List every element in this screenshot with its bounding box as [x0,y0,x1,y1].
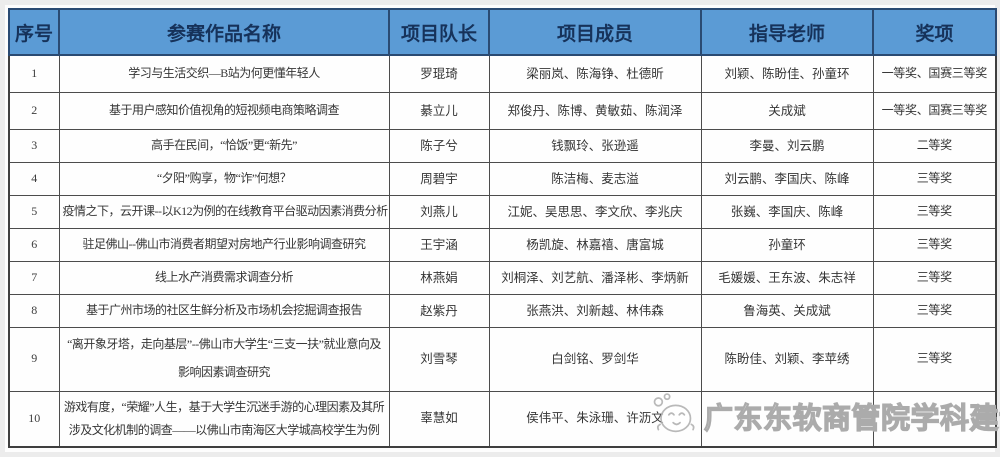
table-row: 2 基于用户感知价值视角的短视频电商策略调查 綦立儿 郑俊丹、陈博、黄敏茹、陈润… [8,91,997,130]
cell-title: “离开象牙塔，走向基层”--佛山市大学生“三支一扶”就业意向及影响因素调查研究 [58,326,390,392]
awards-table: 序号 参赛作品名称 项目队长 项目成员 指导老师 奖项 1 学习与生活交织—B站… [8,8,997,448]
column-header-award: 奖项 [872,8,997,56]
cell-no: 1 [8,54,60,93]
cell-title: 游戏有度，“荣耀”人生，基于大学生沉迷手游的心理因素及其所涉及文化机制的调查——… [58,390,390,448]
cell-award: 一等奖、国赛三等奖 [872,91,997,130]
cell-title: 基于广州市场的社区生鲜分析及市场机会挖掘调查报告 [58,293,390,328]
cell-title: 线上水产消费需求调查分析 [58,260,390,295]
cell-award: 三等奖 [872,293,997,328]
cell-title: 驻足佛山--佛山市消费者期望对房地产行业影响调查研究 [58,227,390,262]
cell-no: 5 [8,194,60,229]
table-row: 9 “离开象牙塔，走向基层”--佛山市大学生“三支一扶”就业意向及影响因素调查研… [8,326,997,392]
cell-leader: 周碧宇 [388,161,490,196]
cell-no: 10 [8,390,60,448]
cell-members: 郑俊丹、陈博、黄敏茹、陈润泽 [488,91,702,130]
cell-members: 杨凯旋、林嘉禧、唐富城 [488,227,702,262]
cell-award [872,390,997,448]
table-row: 5 疫情之下，云开课--以K12为例的在线教育平台驱动因素消费分析 刘燕儿 江妮… [8,194,997,229]
column-header-no: 序号 [8,8,60,56]
cell-title: 学习与生活交织—B站为何更懂年轻人 [58,54,390,93]
cell-members: 侯伟平、朱泳珊、许沥文 [488,390,702,448]
cell-award: 三等奖 [872,194,997,229]
cell-leader: 王宇涵 [388,227,490,262]
cell-award: 一等奖、国赛三等奖 [872,54,997,93]
table-row: 4 “夕阳”购享，物“诈”何想？ 周碧宇 陈洁梅、麦志溢 刘云鹏、李国庆、陈峰 … [8,161,997,196]
cell-leader: 赵紫丹 [388,293,490,328]
column-header-title: 参赛作品名称 [58,8,390,56]
awards-table-container: 序号 参赛作品名称 项目队长 项目成员 指导老师 奖项 1 学习与生活交织—B站… [8,8,997,448]
cell-members: 白剑铭、罗剑华 [488,326,702,392]
cell-no: 4 [8,161,60,196]
cell-leader: 陈子兮 [388,128,490,163]
cell-no: 7 [8,260,60,295]
cell-leader: 綦立儿 [388,91,490,130]
cell-title: 疫情之下，云开课--以K12为例的在线教育平台驱动因素消费分析 [58,194,390,229]
cell-no: 9 [8,326,60,392]
cell-title: 高手在民间，“恰饭”更“新先” [58,128,390,163]
cell-members: 江妮、吴思思、李文欣、李兆庆 [488,194,702,229]
cell-award: 三等奖 [872,161,997,196]
cell-advisors: 关成斌 [700,91,874,130]
cell-leader: 刘雪琴 [388,326,490,392]
cell-members: 陈洁梅、麦志溢 [488,161,702,196]
cell-leader: 刘燕儿 [388,194,490,229]
cell-award: 三等奖 [872,326,997,392]
cell-advisors: 刘颖、陈盼佳、孙童环 [700,54,874,93]
cell-members: 张燕洪、刘新越、林伟森 [488,293,702,328]
table-row: 6 驻足佛山--佛山市消费者期望对房地产行业影响调查研究 王宇涵 杨凯旋、林嘉禧… [8,227,997,262]
cell-title: “夕阳”购享，物“诈”何想？ [58,161,390,196]
cell-advisors [700,390,874,448]
table-row: 3 高手在民间，“恰饭”更“新先” 陈子兮 钱飘玲、张逊遥 李曼、刘云鹏 二等奖 [8,128,997,163]
cell-no: 2 [8,91,60,130]
cell-advisors: 陈盼佳、刘颖、李苹绣 [700,326,874,392]
cell-leader: 罗琨琦 [388,54,490,93]
cell-award: 三等奖 [872,227,997,262]
cell-title: 基于用户感知价值视角的短视频电商策略调查 [58,91,390,130]
cell-award: 二等奖 [872,128,997,163]
cell-leader: 辜慧如 [388,390,490,448]
cell-members: 钱飘玲、张逊遥 [488,128,702,163]
column-header-advisors: 指导老师 [700,8,874,56]
column-header-members: 项目成员 [488,8,702,56]
cell-advisors: 李曼、刘云鹏 [700,128,874,163]
table-row: 1 学习与生活交织—B站为何更懂年轻人 罗琨琦 梁丽岚、陈海铮、杜德昕 刘颖、陈… [8,54,997,93]
cell-no: 3 [8,128,60,163]
cell-no: 8 [8,293,60,328]
cell-members: 梁丽岚、陈海铮、杜德昕 [488,54,702,93]
header-row: 序号 参赛作品名称 项目队长 项目成员 指导老师 奖项 [8,8,997,56]
cell-award: 三等奖 [872,260,997,295]
column-header-leader: 项目队长 [388,8,490,56]
cell-no: 6 [8,227,60,262]
cell-advisors: 鲁海英、关成斌 [700,293,874,328]
cell-advisors: 刘云鹏、李国庆、陈峰 [700,161,874,196]
cell-advisors: 张巍、李国庆、陈峰 [700,194,874,229]
cell-leader: 林燕娟 [388,260,490,295]
table-row: 10 游戏有度，“荣耀”人生，基于大学生沉迷手游的心理因素及其所涉及文化机制的调… [8,390,997,448]
cell-members: 刘桐泽、刘艺航、潘泽彬、李炳新 [488,260,702,295]
cell-advisors: 孙童环 [700,227,874,262]
cell-advisors: 毛媛媛、王东波、朱志祥 [700,260,874,295]
table-row: 8 基于广州市场的社区生鲜分析及市场机会挖掘调查报告 赵紫丹 张燕洪、刘新越、林… [8,293,997,328]
table-row: 7 线上水产消费需求调查分析 林燕娟 刘桐泽、刘艺航、潘泽彬、李炳新 毛媛媛、王… [8,260,997,295]
